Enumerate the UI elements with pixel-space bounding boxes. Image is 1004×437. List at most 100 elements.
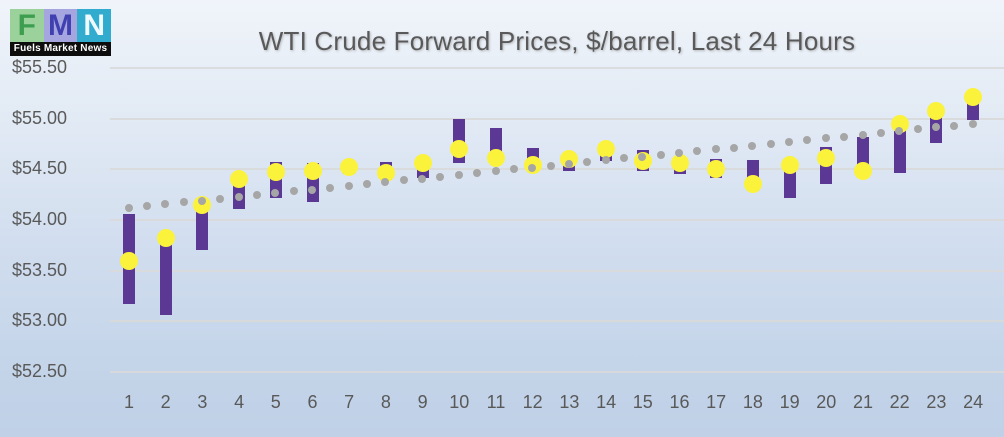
trendline-dot bbox=[858, 130, 867, 139]
x-tick-label: 8 bbox=[380, 392, 391, 412]
trendline-dot bbox=[821, 134, 830, 143]
trendline-dot bbox=[473, 169, 482, 178]
logo-letter-f: F bbox=[10, 9, 44, 42]
price-range-bar bbox=[196, 209, 209, 251]
x-tick-label: 17 bbox=[706, 392, 727, 412]
settlement-dot bbox=[450, 140, 469, 159]
x-tick-label: 14 bbox=[596, 392, 617, 412]
trendline-dot bbox=[693, 147, 702, 156]
trendline-dot bbox=[344, 181, 353, 190]
trendline-dot bbox=[381, 178, 390, 187]
y-tick-label: $54.00 bbox=[12, 209, 68, 229]
trendline-dot bbox=[766, 139, 775, 148]
trendline-dot bbox=[638, 152, 647, 161]
trendline-dot bbox=[564, 159, 573, 168]
trendline-dot bbox=[509, 165, 518, 174]
y-tick-label: $53.50 bbox=[12, 259, 68, 280]
settlement-dot bbox=[817, 149, 836, 168]
x-tick-label: 11 bbox=[486, 392, 506, 412]
trendline-dot bbox=[803, 136, 812, 145]
x-tick-label: 18 bbox=[742, 392, 763, 412]
x-tick-label: 7 bbox=[344, 392, 355, 412]
trendline-dot bbox=[748, 141, 757, 150]
x-tick-label: 1 bbox=[123, 392, 134, 412]
fmn-logo-letters: F M N bbox=[10, 9, 112, 42]
trendline-dot bbox=[491, 167, 500, 176]
x-tick-label: 22 bbox=[889, 392, 910, 412]
settlement-dot bbox=[927, 101, 946, 120]
gridline bbox=[110, 117, 1004, 120]
trendline-dot bbox=[950, 121, 959, 130]
y-tick-label: $53.00 bbox=[12, 310, 68, 331]
x-tick-label: 23 bbox=[926, 392, 947, 412]
settlement-dot bbox=[964, 88, 983, 107]
trendline-dot bbox=[583, 158, 592, 167]
x-tick-label: 12 bbox=[522, 392, 543, 412]
settlement-dot bbox=[303, 162, 322, 181]
settlement-dot bbox=[266, 163, 285, 182]
gridline bbox=[110, 320, 1004, 323]
trendline-dot bbox=[454, 170, 463, 179]
trendline-dot bbox=[840, 132, 849, 141]
trendline-dot bbox=[216, 194, 225, 203]
trendline-dot bbox=[913, 125, 922, 134]
y-tick-label: $54.50 bbox=[12, 158, 68, 179]
settlement-dot bbox=[743, 174, 762, 193]
settlement-dot bbox=[156, 229, 175, 248]
trendline-dot bbox=[656, 150, 665, 159]
y-tick-label: $52.50 bbox=[12, 361, 68, 381]
trendline-dot bbox=[179, 198, 188, 207]
settlement-dot bbox=[230, 170, 249, 189]
x-tick-label: 20 bbox=[816, 392, 837, 412]
x-tick-label: 9 bbox=[417, 392, 428, 412]
chart-title: WTI Crude Forward Prices, $/barrel, Last… bbox=[258, 26, 856, 56]
trendline-dot bbox=[142, 202, 151, 210]
logo-letter-m: M bbox=[43, 9, 78, 42]
trendline-dot bbox=[931, 123, 940, 132]
trendline-dot bbox=[895, 127, 904, 136]
settlement-dot bbox=[120, 251, 138, 270]
trendline-dot bbox=[601, 156, 610, 165]
trendline-dot bbox=[289, 187, 298, 196]
settlement-dot bbox=[854, 162, 872, 181]
x-tick-label: 16 bbox=[669, 392, 690, 412]
logo-letter-n: N bbox=[77, 9, 112, 42]
gridline bbox=[110, 371, 1004, 373]
trendline-dot bbox=[124, 203, 133, 212]
x-tick-label: 10 bbox=[449, 392, 470, 412]
settlement-dot bbox=[707, 160, 726, 179]
trendline-dot bbox=[399, 176, 408, 185]
gridline bbox=[110, 219, 1004, 221]
trendline-dot bbox=[675, 148, 683, 157]
trendline-dot bbox=[234, 192, 243, 201]
trendline-dot bbox=[308, 185, 316, 194]
gridline bbox=[110, 168, 1004, 171]
trendline-dot bbox=[619, 154, 628, 163]
trendline-dot bbox=[968, 119, 977, 128]
trendline-dot bbox=[436, 172, 445, 181]
trendline-dot bbox=[730, 143, 739, 152]
settlement-dot bbox=[670, 154, 689, 173]
x-tick-label: 21 bbox=[852, 392, 874, 412]
trendline-dot bbox=[271, 189, 280, 198]
price-range-bar bbox=[159, 232, 172, 316]
settlement-dot bbox=[413, 154, 432, 173]
x-tick-label: 24 bbox=[963, 392, 984, 412]
trendline-dot bbox=[418, 174, 427, 183]
x-tick-label: 13 bbox=[559, 392, 580, 412]
logo-caption: Fuels Market News bbox=[10, 42, 111, 56]
settlement-dot bbox=[340, 158, 359, 177]
trendline-dot bbox=[546, 161, 555, 170]
x-tick-label: 6 bbox=[307, 392, 318, 412]
x-tick-label: 2 bbox=[160, 392, 171, 412]
settlement-dot bbox=[597, 140, 616, 159]
trendline-dot bbox=[363, 180, 372, 189]
trendline-dot bbox=[197, 196, 206, 205]
settlement-dot bbox=[376, 164, 395, 183]
x-tick-label: 3 bbox=[197, 392, 208, 412]
trendline-dot bbox=[876, 128, 885, 137]
x-tick-label: 15 bbox=[632, 392, 653, 412]
x-tick-label: 5 bbox=[270, 392, 281, 412]
x-tick-label: 4 bbox=[234, 392, 245, 412]
